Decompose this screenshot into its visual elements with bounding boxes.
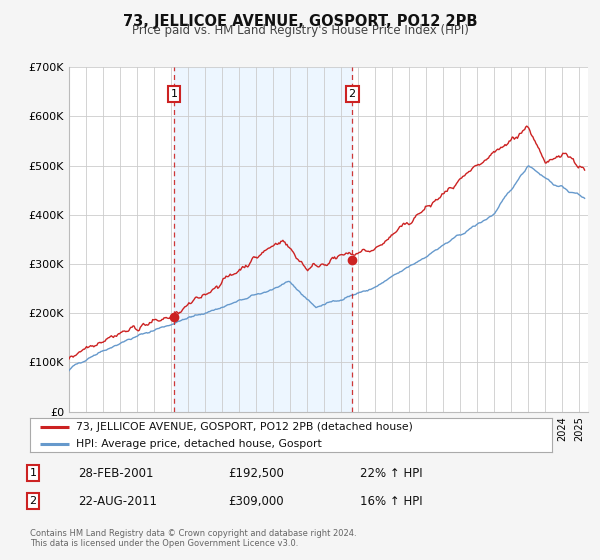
Text: This data is licensed under the Open Government Licence v3.0.: This data is licensed under the Open Gov… <box>30 539 298 548</box>
Text: £309,000: £309,000 <box>228 494 284 508</box>
Text: £192,500: £192,500 <box>228 466 284 480</box>
Text: 73, JELLICOE AVENUE, GOSPORT, PO12 2PB: 73, JELLICOE AVENUE, GOSPORT, PO12 2PB <box>123 14 477 29</box>
Text: 22-AUG-2011: 22-AUG-2011 <box>78 494 157 508</box>
Text: 22% ↑ HPI: 22% ↑ HPI <box>360 466 422 480</box>
Text: 28-FEB-2001: 28-FEB-2001 <box>78 466 154 480</box>
Text: 1: 1 <box>170 89 178 99</box>
Text: 73, JELLICOE AVENUE, GOSPORT, PO12 2PB (detached house): 73, JELLICOE AVENUE, GOSPORT, PO12 2PB (… <box>76 422 413 432</box>
Text: 2: 2 <box>29 496 37 506</box>
Bar <box>174 67 352 412</box>
Text: Price paid vs. HM Land Registry's House Price Index (HPI): Price paid vs. HM Land Registry's House … <box>131 24 469 37</box>
Text: HPI: Average price, detached house, Gosport: HPI: Average price, detached house, Gosp… <box>76 439 322 449</box>
Text: 2: 2 <box>349 89 356 99</box>
Text: 16% ↑ HPI: 16% ↑ HPI <box>360 494 422 508</box>
Text: 1: 1 <box>29 468 37 478</box>
Text: Contains HM Land Registry data © Crown copyright and database right 2024.: Contains HM Land Registry data © Crown c… <box>30 529 356 538</box>
